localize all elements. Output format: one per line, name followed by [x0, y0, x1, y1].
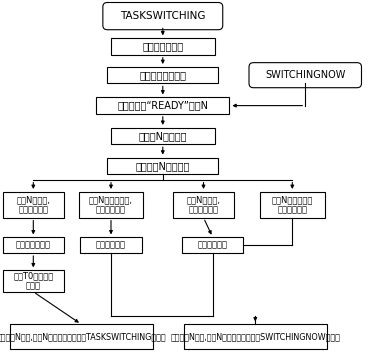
FancyBboxPatch shape	[10, 324, 153, 349]
Text: SWITCHINGNOW: SWITCHINGNOW	[265, 70, 346, 80]
FancyBboxPatch shape	[184, 324, 326, 349]
Text: 重置任务N的节拍数: 重置任务N的节拍数	[136, 161, 190, 171]
FancyBboxPatch shape	[96, 97, 229, 114]
Text: 返回任务N执行,任务N成为当前的任务（SWITCHINGNOW出口）: 返回任务N执行,任务N成为当前的任务（SWITCHINGNOW出口）	[170, 332, 340, 341]
FancyBboxPatch shape	[79, 192, 143, 218]
Text: 任务N因其他原因
进入就绪状态: 任务N因其他原因 进入就绪状态	[272, 195, 313, 214]
FancyBboxPatch shape	[107, 158, 218, 174]
FancyBboxPatch shape	[107, 67, 218, 83]
FancyBboxPatch shape	[81, 237, 141, 253]
FancyBboxPatch shape	[249, 63, 361, 88]
Text: 查找下一个“READY”任务N: 查找下一个“READY”任务N	[117, 101, 208, 111]
Text: 当前任务时间片到: 当前任务时间片到	[139, 70, 186, 80]
FancyBboxPatch shape	[182, 237, 243, 253]
Text: 寄存器组的切换: 寄存器组的切换	[142, 42, 184, 52]
Text: 任务N等待信号到,
进入就绪状态: 任务N等待信号到, 进入就绪状态	[89, 195, 133, 214]
FancyBboxPatch shape	[260, 192, 325, 218]
FancyBboxPatch shape	[103, 3, 223, 30]
FancyBboxPatch shape	[173, 192, 234, 218]
Text: 回夏T0中断保护
的现场: 回夏T0中断保护 的现场	[13, 271, 53, 291]
FancyBboxPatch shape	[111, 38, 215, 55]
Text: 对任务N堆栈管理: 对任务N堆栈管理	[138, 131, 187, 141]
Text: 任务N时间到,
进入就绪状态: 任务N时间到, 进入就绪状态	[16, 195, 50, 214]
FancyBboxPatch shape	[3, 270, 64, 292]
Text: 消除信号标志: 消除信号标志	[96, 241, 126, 250]
Text: 消除超时标志: 消除超时标志	[198, 241, 228, 250]
FancyBboxPatch shape	[111, 128, 215, 144]
Text: TASKSWITCHING: TASKSWITCHING	[120, 11, 206, 21]
Text: 消除时间片标志: 消除时间片标志	[16, 241, 51, 250]
FancyBboxPatch shape	[3, 237, 64, 253]
Text: 任务N超时到,
进入就绪状态: 任务N超时到, 进入就绪状态	[186, 195, 221, 214]
FancyBboxPatch shape	[3, 192, 64, 218]
Text: 返回任务N执行,任务N成为当前的任务（TASKSWITCHING出口）: 返回任务N执行,任务N成为当前的任务（TASKSWITCHING出口）	[0, 332, 166, 341]
